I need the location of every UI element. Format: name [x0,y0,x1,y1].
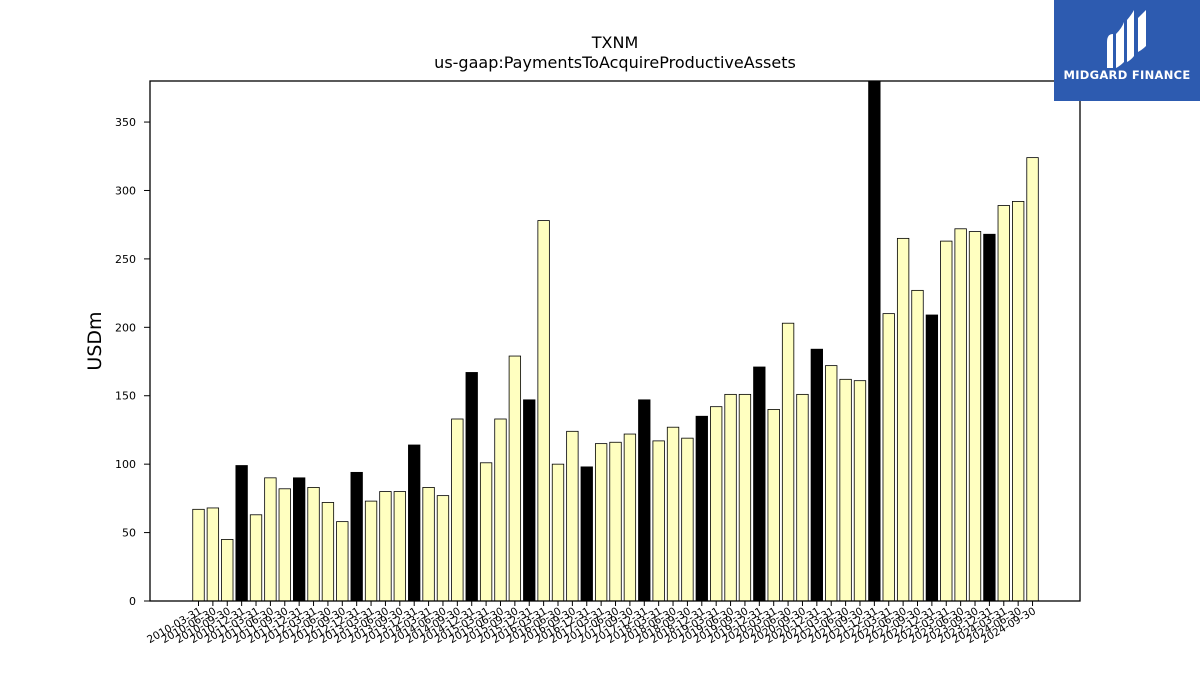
bar-2022-03-31 [882,313,895,602]
bar-2023-12-31 [983,233,996,602]
bar-2015-06-30 [494,418,507,602]
bar-2017-09-30 [623,433,637,602]
bar-2014-09-30 [451,418,464,602]
bar-2024-03-31 [997,205,1010,602]
bar-2024-06-30 [1012,201,1025,602]
bar-2022-12-31 [925,314,939,602]
bar-2020-12-31 [810,348,823,602]
bar-2018-12-31 [695,415,708,602]
bar-2021-09-30 [853,380,867,602]
bar-2023-03-31 [940,240,953,602]
bar-2017-03-31 [594,443,608,602]
bar-2023-06-30 [954,228,967,602]
bar-2010-09-30 [221,539,234,602]
bar-2012-12-31 [350,471,363,602]
midgard-logo-icon [1107,10,1146,68]
bar-2010-06-30 [206,507,220,602]
y-tick-label: 0 [129,595,136,608]
bar-2019-09-30 [738,393,752,602]
y-axis-label: USDm [84,311,106,370]
bar-2020-06-30 [781,322,795,602]
midgard-finance-logo: MIDGARD FINANCE [1054,0,1200,101]
bar-2012-09-30 [336,521,349,602]
bar-2017-12-31 [638,399,651,602]
bar-2021-12-31 [868,80,881,602]
bar-2013-06-30 [379,491,392,602]
y-tick-label: 350 [115,116,136,129]
bar-2019-12-31 [753,366,766,602]
bars-group [192,80,1039,602]
bar-2015-09-30 [508,355,522,602]
bar-2024-09-30 [1026,157,1039,602]
bar-2011-06-30 [264,477,277,602]
bar-2016-03-31 [537,220,550,602]
y-tick-label: 100 [115,458,136,471]
bar-2019-03-31 [710,406,723,602]
bar-2019-06-30 [724,393,737,602]
chart-subtitle: us-gaap:PaymentsToAcquireProductiveAsset… [434,53,796,72]
bar-2014-03-31 [422,487,435,602]
bar-2017-06-30 [609,441,622,602]
bar-2018-06-30 [666,426,680,602]
bar-2022-09-30 [911,289,924,602]
bar-2011-12-31 [293,477,306,602]
bar-2013-09-30 [393,491,406,602]
bar-2014-12-31 [465,372,478,602]
bar-2020-09-30 [796,393,809,602]
y-tick-label: 200 [115,321,136,334]
bar-2021-06-30 [839,378,852,602]
bar-2011-03-31 [249,514,263,602]
chart-title: TXNM [591,33,639,52]
bar-2014-06-30 [436,495,450,602]
bar-2012-03-31 [307,487,320,602]
bar-2010-03-31 [192,508,205,602]
y-axis: 0 50 100 150 200 250 300 350 [115,116,150,608]
y-tick-label: 300 [115,184,136,197]
bar-2018-03-31 [652,440,665,602]
plot-frame [149,80,1081,602]
bar-2016-06-30 [551,463,565,602]
bar-2013-03-31 [364,500,378,602]
bar-2021-03-31 [825,365,838,602]
bar-2016-12-31 [580,466,593,602]
bar-2020-03-31 [767,409,780,602]
bar-2013-12-31 [408,444,421,602]
bar-2015-12-31 [523,399,536,602]
bar-2016-09-30 [566,430,579,602]
bar-2018-09-30 [681,437,694,602]
bar-2010-12-31 [235,465,248,602]
x-axis: 2010-03-312010-06-302010-09-302010-12-31… [145,601,1038,646]
bar-2012-06-30 [321,502,335,602]
logo-text: MIDGARD FINANCE [1063,68,1191,82]
bar-2011-09-30 [278,488,291,602]
bar-2023-09-30 [968,231,982,602]
bar-2015-03-31 [479,462,493,602]
y-tick-label: 250 [115,253,136,266]
y-tick-label: 50 [122,527,136,540]
y-tick-label: 150 [115,390,136,403]
bar-2022-06-30 [896,237,910,602]
